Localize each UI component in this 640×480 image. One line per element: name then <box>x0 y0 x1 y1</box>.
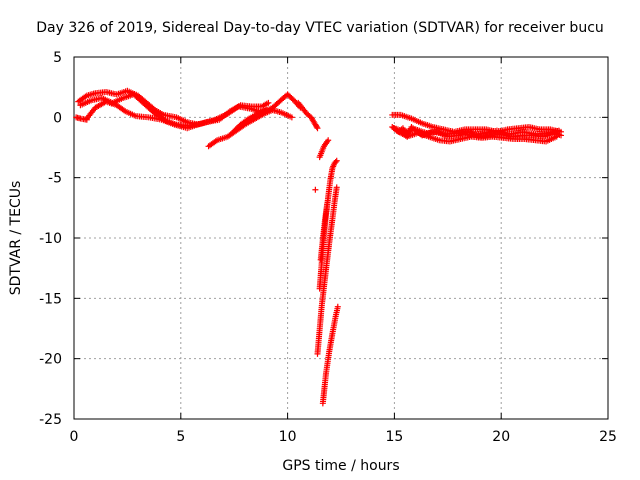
series-arc-g <box>295 99 321 132</box>
data-point <box>312 186 319 193</box>
y-tick-label: -15 <box>39 291 62 307</box>
x-tick-label: 5 <box>176 429 185 445</box>
x-axis-label: GPS time / hours <box>282 458 400 474</box>
data-point <box>332 158 339 165</box>
data-point <box>324 201 331 208</box>
y-tick-label: -5 <box>48 171 62 187</box>
y-tick-label: -20 <box>39 352 62 368</box>
series-arc-k <box>314 184 340 357</box>
x-tick-label: 0 <box>70 429 79 445</box>
series-arc-f <box>229 107 270 137</box>
data-point <box>555 127 562 134</box>
y-axis-label: SDTVAR / TECUs <box>8 180 24 296</box>
x-tick-label: 15 <box>385 429 403 445</box>
x-tick-label: 20 <box>492 429 510 445</box>
data-point <box>83 116 90 123</box>
series-arc-m <box>312 186 319 193</box>
series-arc-e <box>205 107 295 150</box>
y-tick-label: -10 <box>39 231 62 247</box>
data-point <box>265 99 272 106</box>
series-arc-c <box>83 98 272 132</box>
series-arc-l <box>319 303 341 407</box>
data-point <box>333 184 340 191</box>
y-tick-label: -25 <box>39 412 62 428</box>
axis-ticks: 0 5 10 15 20 25 5 0 -5 -10 -15 -20 -25 <box>39 50 617 445</box>
y-tick-label: 5 <box>53 50 62 66</box>
data-point <box>334 303 341 310</box>
series-arc-j <box>317 201 331 263</box>
data-point <box>288 114 295 121</box>
y-tick-label: 0 <box>53 110 62 126</box>
series-arc-q <box>389 123 562 140</box>
data-point <box>325 137 332 144</box>
data-point <box>313 123 320 130</box>
data-point <box>333 157 340 164</box>
data-point <box>553 133 560 140</box>
series-arc-h <box>316 137 332 161</box>
chart-title: Day 326 of 2019, Sidereal Day-to-day VTE… <box>36 20 604 36</box>
series-arc-d <box>73 114 90 123</box>
data-point <box>314 125 321 132</box>
grid-lines <box>74 57 608 419</box>
data-point <box>263 107 270 114</box>
x-tick-label: 25 <box>599 429 617 445</box>
x-tick-label: 10 <box>279 429 297 445</box>
data-points <box>73 87 565 407</box>
